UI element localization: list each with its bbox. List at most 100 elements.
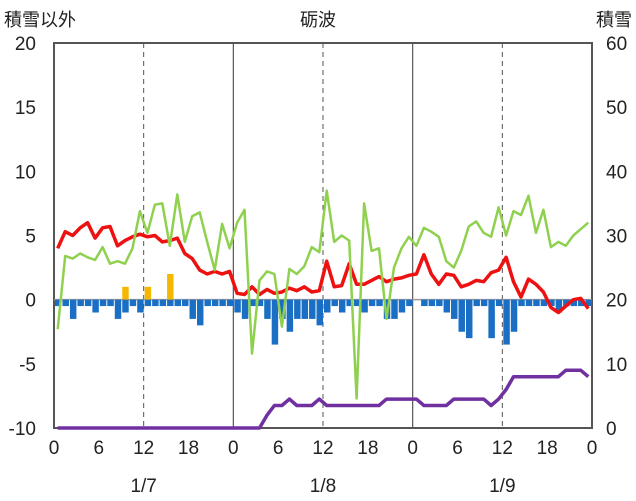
bar-1-58 — [488, 299, 495, 339]
bar-1-60 — [503, 299, 510, 345]
bar-1-29 — [271, 299, 279, 345]
bar-1-47 — [406, 299, 413, 307]
bar-1-57 — [480, 299, 488, 307]
bar-1-70 — [578, 299, 585, 307]
bar-1-62 — [518, 299, 525, 307]
bar-1-9 — [122, 299, 129, 313]
bar-1-24 — [234, 299, 241, 313]
bar-1-55 — [465, 299, 473, 339]
x-tick-label: 0 — [587, 438, 598, 459]
bar-1-3 — [77, 299, 84, 307]
bar-1-30 — [279, 299, 286, 319]
bar-1-17 — [182, 299, 189, 307]
bar-1-26 — [249, 299, 256, 307]
bar-1-61 — [510, 299, 518, 332]
bar-1-5 — [92, 299, 99, 313]
bar-1-54 — [458, 299, 465, 332]
bar-1-39 — [346, 299, 353, 307]
x-tick-label: 12 — [492, 438, 513, 459]
bar-1-0 — [55, 299, 62, 307]
bar-1-46 — [398, 299, 406, 313]
bar-1-56 — [473, 299, 480, 307]
bar-1-22 — [219, 299, 226, 307]
y-right-tick-label: 50 — [606, 98, 627, 119]
date-label: 1/9 — [489, 476, 515, 497]
bar-1-45 — [391, 299, 398, 319]
bar-1-14 — [159, 299, 167, 307]
bar-0-12 — [144, 286, 152, 300]
y-right-tick-label: 60 — [606, 34, 627, 55]
y-right-tick-label: 30 — [606, 227, 627, 248]
x-tick-label: 0 — [49, 438, 60, 459]
bar-1-28 — [264, 299, 271, 319]
bar-1-41 — [361, 299, 368, 313]
series-line-2 — [57, 368, 590, 430]
bar-1-13 — [152, 299, 159, 307]
bar-1-19 — [196, 299, 204, 326]
bar-1-63 — [525, 299, 533, 307]
bar-1-16 — [174, 299, 182, 307]
y-left-tick-label: 15 — [15, 98, 36, 119]
y-left-tick-label: 0 — [25, 291, 36, 312]
bar-1-69 — [570, 299, 578, 307]
bar-1-23 — [226, 299, 234, 307]
bar-1-37 — [331, 299, 338, 307]
bar-1-65 — [540, 299, 548, 307]
x-tick-label: 0 — [228, 438, 239, 459]
x-tick-label: 6 — [273, 438, 284, 459]
bar-1-10 — [129, 299, 137, 307]
y-right-tick-label: 10 — [606, 355, 627, 376]
bar-1-40 — [353, 299, 361, 307]
bar-1-2 — [69, 299, 77, 319]
date-label: 1/7 — [130, 476, 156, 497]
bar-0-9 — [122, 286, 129, 300]
bar-1-64 — [533, 299, 540, 307]
x-tick-label: 6 — [452, 438, 463, 459]
bar-1-49 — [421, 299, 428, 307]
bar-1-1 — [62, 299, 69, 307]
date-label: 1/8 — [310, 476, 336, 497]
bar-1-51 — [436, 299, 443, 307]
y-right-tick-label: 0 — [606, 419, 617, 440]
bar-1-21 — [211, 299, 219, 307]
bar-1-66 — [548, 299, 555, 307]
y-right-tick-label: 40 — [606, 162, 627, 183]
x-tick-label: 12 — [133, 438, 154, 459]
bar-1-7 — [107, 299, 114, 307]
bar-0-15 — [167, 274, 174, 300]
bar-1-12 — [144, 299, 152, 307]
y-left-tick-label: 10 — [15, 162, 36, 183]
bar-1-20 — [204, 299, 211, 307]
bar-1-34 — [309, 299, 316, 319]
bar-1-4 — [84, 299, 92, 307]
bar-1-32 — [294, 299, 301, 319]
bar-1-67 — [555, 299, 563, 313]
y-left-tick-label: 5 — [25, 227, 36, 248]
x-tick-label: 0 — [407, 438, 418, 459]
bar-1-18 — [189, 299, 196, 319]
y-left-tick-label: -10 — [9, 419, 36, 440]
bar-1-53 — [451, 299, 458, 319]
bar-1-25 — [241, 299, 249, 319]
bar-1-8 — [114, 299, 122, 319]
x-tick-label: 18 — [537, 438, 558, 459]
bar-1-36 — [324, 299, 331, 313]
y-left-axis-title: 積雪以外 — [4, 10, 76, 30]
chart-title: 砺波 — [300, 10, 336, 30]
y-left-tick-label: 20 — [15, 34, 36, 55]
bar-1-11 — [137, 299, 144, 313]
bar-1-27 — [256, 299, 264, 307]
bar-1-71 — [585, 299, 592, 307]
y-right-tick-label: 20 — [606, 291, 627, 312]
bar-1-31 — [286, 299, 294, 332]
bar-1-43 — [376, 299, 383, 307]
y-left-tick-label: -5 — [19, 355, 36, 376]
x-tick-label: 6 — [94, 438, 105, 459]
x-tick-label: 18 — [357, 438, 378, 459]
bar-1-42 — [368, 299, 376, 307]
y-right-axis-title: 積雪 — [596, 10, 632, 30]
bar-1-6 — [99, 299, 107, 307]
x-tick-label: 18 — [178, 438, 199, 459]
